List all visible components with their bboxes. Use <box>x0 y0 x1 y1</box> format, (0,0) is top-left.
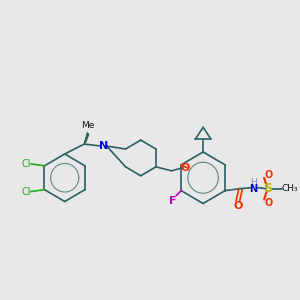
Text: Cl: Cl <box>21 159 31 169</box>
Text: O: O <box>265 170 273 180</box>
Text: O: O <box>265 197 273 208</box>
Text: N: N <box>99 141 108 151</box>
Text: S: S <box>263 182 272 195</box>
Text: F: F <box>169 196 176 206</box>
Text: O: O <box>181 163 190 173</box>
Text: Me: Me <box>81 121 95 130</box>
Text: CH₃: CH₃ <box>281 184 298 193</box>
Text: O: O <box>233 202 242 212</box>
Text: Cl: Cl <box>21 187 31 196</box>
Text: H: H <box>250 178 257 187</box>
Text: N: N <box>249 184 257 194</box>
